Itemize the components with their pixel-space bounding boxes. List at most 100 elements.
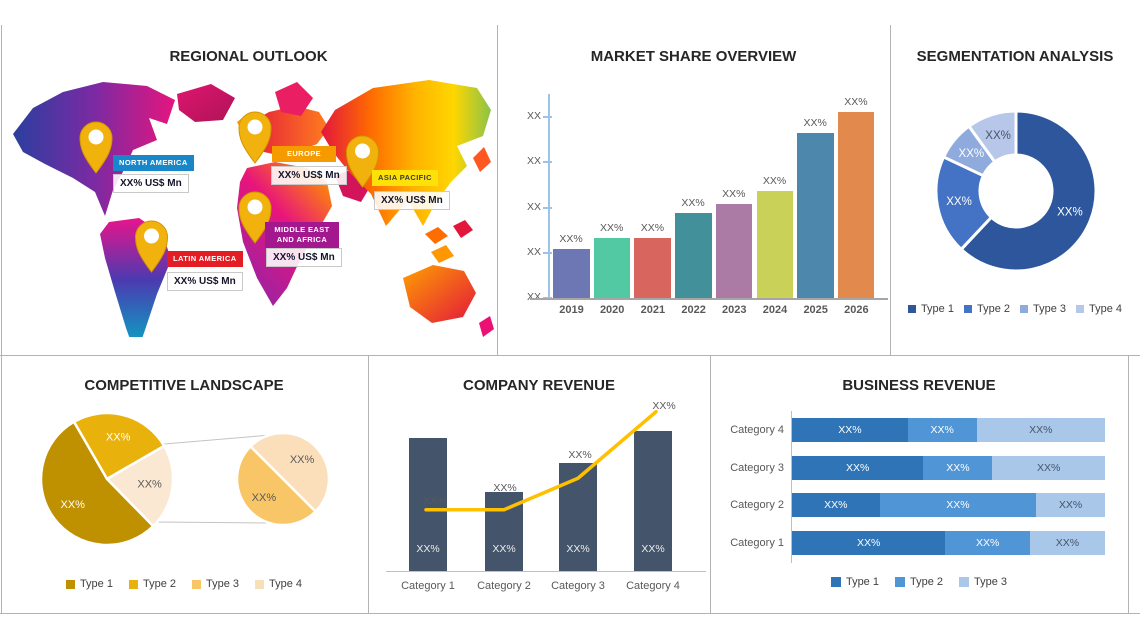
title-competitive: COMPETITIVE LANDSCAPE (84, 377, 284, 394)
y-tick-label: XX (526, 200, 541, 213)
legend-item: Type 2 (963, 303, 1010, 315)
pie-slice (249, 431, 331, 513)
divider (1128, 355, 1129, 613)
legend-label: Type 2 (142, 578, 176, 590)
stacked-segment-type-1: XX% (792, 530, 946, 555)
x-category-label: Category 3 (551, 580, 605, 592)
legend-item: Type 1 (65, 578, 113, 590)
x-category-label: 2023 (722, 304, 747, 316)
slice-label: XX% (946, 196, 972, 208)
market-share-bar-chart: XX XX XX XX XX XX% 2019 XX% 2020 XX% 2021 XX% 2022 XX… (497, 90, 890, 330)
title-market-share: MARKET SHARE OVERVIEW (590, 48, 797, 65)
legend-label: Type 4 (1089, 303, 1123, 315)
pie-slice (105, 444, 175, 528)
row-category-label: Category 1 (730, 536, 784, 549)
region-value-asia-pacific: XX% US$ Mn (374, 191, 450, 210)
region-banner-europe: EUROPE (272, 146, 336, 162)
island-japan (473, 147, 491, 172)
line-value-label: XX% (423, 495, 447, 507)
stacked-segment-type-1: XX% (792, 493, 880, 517)
donut-slice-type-1 (959, 109, 1098, 273)
slice-label: XX% (106, 431, 131, 443)
x-category-label: Category 1 (401, 580, 455, 592)
legend-item: Type 3 (192, 578, 239, 590)
competitive-pie-of-pie-chart: XX% XX% XX% XX% XX% (39, 411, 331, 547)
pie-slice (235, 445, 317, 527)
region-value-latin-america: XX% US$ Mn (167, 272, 243, 291)
business-revenue-legend: Type 1 Type 2 Type 3 (710, 576, 1128, 588)
legend-swatch-icon (830, 577, 841, 587)
y-axis-line (548, 94, 550, 300)
trend-line (424, 410, 658, 512)
stacked-segment-type-2: XX% (923, 455, 993, 480)
continent-australia (403, 265, 476, 323)
bar-2020 (593, 238, 631, 298)
stacked-segment-type-1: XX% (792, 455, 924, 480)
legend-item: Type 1 (830, 576, 879, 588)
legend-item: Type 2 (894, 576, 944, 588)
stacked-segment-type-3: XX% (992, 455, 1105, 480)
legend-swatch-icon (192, 579, 201, 589)
legend-swatch-icon (894, 577, 905, 587)
stacked-segment-type-2: XX% (907, 418, 977, 442)
segmentation-legend: Type 1 Type 2 Type 3 Type 4 (890, 303, 1140, 315)
slice-label: XX% (137, 479, 162, 491)
title-company-revenue: COMPANY REVENUE (463, 377, 615, 394)
region-value-middle-east-africa: XX% US$ Mn (266, 248, 342, 267)
bar-value-label: XX% (566, 543, 590, 555)
divider (368, 355, 369, 613)
legend-label: Type 1 (845, 576, 879, 588)
bar-2019 (553, 249, 590, 298)
y-tick-mark (543, 251, 552, 254)
legend-label: Type 3 (1033, 303, 1067, 315)
bar-value-label: XX% (844, 95, 868, 108)
island-sea-3 (431, 245, 454, 263)
x-category-label: 2021 (640, 304, 666, 316)
stacked-segment-type-3: XX% (1036, 493, 1105, 517)
stacked-segment-type-2: XX% (879, 493, 1037, 517)
stacked-segment-type-3: XX% (1029, 530, 1105, 555)
divider (0, 613, 1140, 614)
legend-label: Type 1 (79, 578, 113, 590)
divider (710, 355, 711, 613)
title-regional-outlook: REGIONAL OUTLOOK (169, 48, 328, 65)
bar-2025 (797, 133, 834, 298)
legend-label: Type 2 (909, 576, 944, 588)
bar-value-label: XX% (600, 222, 624, 235)
region-scandinavia (275, 82, 313, 116)
x-category-label: 2022 (681, 304, 706, 316)
slice-label: XX% (290, 454, 315, 466)
island-sea-2 (453, 220, 473, 238)
row-category-label: Category 2 (730, 499, 784, 511)
slice-label: XX% (61, 499, 86, 511)
region-value-north-america: XX% US$ Mn (113, 174, 189, 193)
pie-slice (72, 411, 166, 481)
bar-value-label: XX% (492, 543, 516, 555)
legend-item: Type 2 (128, 578, 176, 590)
competitive-legend: Type 1 Type 2 Type 3 Type 4 (0, 578, 368, 590)
region-banner-asia-pacific: ASIA PACIFIC (372, 170, 438, 186)
title-business-revenue: BUSINESS REVENUE (842, 377, 996, 394)
legend-item: Type 3 (1020, 303, 1066, 315)
business-revenue-stacked-chart: Category 4 XX% XX% XX% Category 3 XX% XX% XX% Ca… (710, 405, 1130, 575)
divider (497, 25, 498, 355)
y-tick-mark (543, 116, 552, 118)
region-banner-middle-east-africa: MIDDLE EAST AND AFRICA (265, 222, 339, 248)
legend-item: Type 4 (255, 578, 302, 590)
legend-label: Type 3 (974, 576, 1008, 588)
region-banner-north-america: NORTH AMERICA (113, 155, 194, 171)
bar-value-label: XX% (722, 187, 746, 200)
legend-swatch-icon (255, 579, 265, 589)
legend-item: Type 1 (907, 303, 954, 315)
x-category-label: 2019 (559, 304, 584, 316)
bar-2026 (837, 111, 875, 298)
pie-slice (39, 420, 155, 547)
bar-value-label: XX% (559, 233, 583, 246)
stacked-segment-type-3: XX% (976, 418, 1105, 442)
continent-asia (321, 80, 491, 226)
line-value-label: XX% (568, 449, 592, 461)
divider (890, 25, 891, 355)
region-value-europe: XX% US$ Mn (271, 166, 347, 185)
x-category-label: 2020 (599, 304, 625, 316)
bar-value-label: XX% (681, 196, 705, 209)
